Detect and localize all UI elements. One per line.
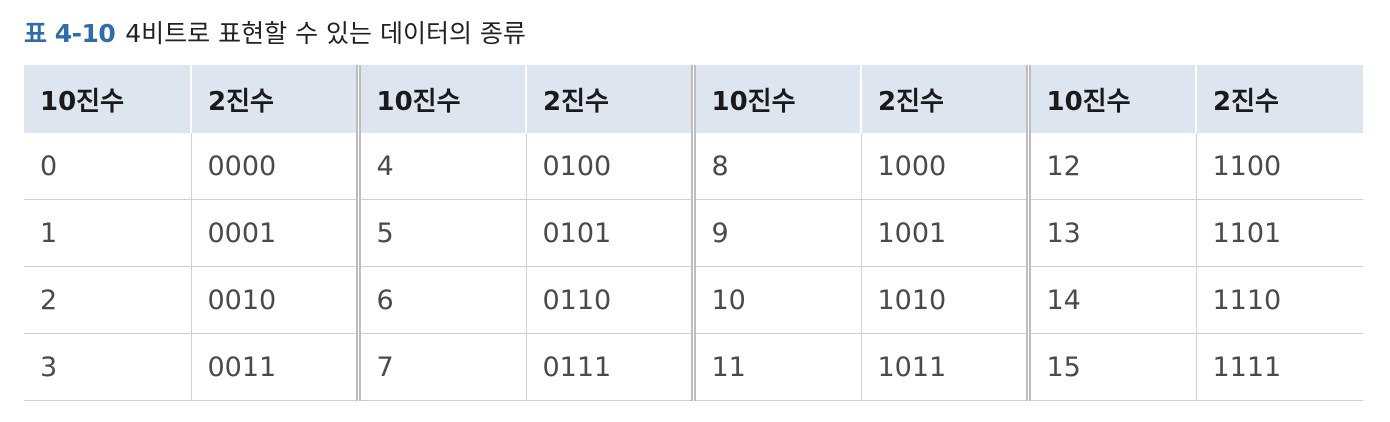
decimal-cell: 4 bbox=[355, 133, 526, 200]
table-row: 3 0011 7 0111 11 1011 15 1111 bbox=[24, 333, 1363, 401]
binary-cell: 1000 bbox=[860, 133, 1028, 200]
table-header: 10진수 2진수 10진수 2진수 10진수 2진수 10진수 2진수 bbox=[24, 65, 1363, 133]
table-row: 0 0000 4 0100 8 1000 12 1100 bbox=[24, 133, 1363, 200]
binary-cell: 0010 bbox=[190, 266, 358, 334]
binary-cell: 0100 bbox=[525, 133, 693, 200]
table-title: 4비트로 표현할 수 있는 데이터의 종류 bbox=[125, 19, 526, 48]
decimal-cell: 12 bbox=[1025, 133, 1196, 200]
decimal-cell: 11 bbox=[690, 333, 861, 401]
decimal-cell: 14 bbox=[1025, 266, 1196, 334]
header-binary: 2진수 bbox=[190, 65, 358, 133]
binary-cell: 1101 bbox=[1195, 199, 1363, 267]
binary-cell: 1011 bbox=[860, 333, 1028, 401]
decimal-cell: 15 bbox=[1025, 333, 1196, 401]
header-decimal: 10진수 bbox=[355, 65, 526, 133]
binary-cell: 0110 bbox=[525, 266, 693, 334]
decimal-cell: 1 bbox=[24, 199, 191, 267]
decimal-cell: 7 bbox=[355, 333, 526, 401]
binary-cell: 1110 bbox=[1195, 266, 1363, 334]
decimal-cell: 0 bbox=[24, 133, 191, 200]
decimal-cell: 13 bbox=[1025, 199, 1196, 267]
binary-cell: 1001 bbox=[860, 199, 1028, 267]
header-decimal: 10진수 bbox=[1025, 65, 1196, 133]
binary-cell: 1100 bbox=[1195, 133, 1363, 200]
binary-cell: 1111 bbox=[1195, 333, 1363, 401]
binary-table: 10진수 2진수 10진수 2진수 10진수 2진수 10진수 2진수 0 00… bbox=[24, 65, 1363, 401]
header-decimal: 10진수 bbox=[24, 65, 191, 133]
header-row: 10진수 2진수 10진수 2진수 10진수 2진수 10진수 2진수 bbox=[24, 65, 1363, 133]
decimal-cell: 9 bbox=[690, 199, 861, 267]
table-caption: 표 4-10 4비트로 표현할 수 있는 데이터의 종류 bbox=[24, 14, 526, 54]
table-body: 0 0000 4 0100 8 1000 12 1100 1 0001 5 01… bbox=[24, 133, 1363, 401]
header-binary: 2진수 bbox=[1195, 65, 1363, 133]
binary-cell: 0001 bbox=[190, 199, 358, 267]
binary-cell: 1010 bbox=[860, 266, 1028, 334]
table-row: 1 0001 5 0101 9 1001 13 1101 bbox=[24, 199, 1363, 267]
header-decimal: 10진수 bbox=[690, 65, 861, 133]
binary-cell: 0101 bbox=[525, 199, 693, 267]
binary-cell: 0111 bbox=[525, 333, 693, 401]
decimal-cell: 3 bbox=[24, 333, 191, 401]
decimal-cell: 8 bbox=[690, 133, 861, 200]
decimal-cell: 10 bbox=[690, 266, 861, 334]
decimal-cell: 6 bbox=[355, 266, 526, 334]
table-number: 표 4-10 bbox=[24, 19, 116, 48]
binary-cell: 0000 bbox=[190, 133, 358, 200]
decimal-cell: 2 bbox=[24, 266, 191, 334]
table-row: 2 0010 6 0110 10 1010 14 1110 bbox=[24, 266, 1363, 334]
header-binary: 2진수 bbox=[860, 65, 1028, 133]
binary-cell: 0011 bbox=[190, 333, 358, 401]
decimal-cell: 5 bbox=[355, 199, 526, 267]
header-binary: 2진수 bbox=[525, 65, 693, 133]
